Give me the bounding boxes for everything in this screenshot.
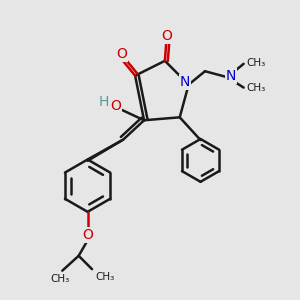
Text: O: O: [161, 29, 172, 43]
Text: N: N: [226, 69, 236, 83]
Text: N: N: [180, 75, 190, 88]
Text: CH₃: CH₃: [246, 83, 265, 93]
Text: O: O: [116, 47, 127, 61]
Text: O: O: [110, 99, 121, 113]
Text: CH₃: CH₃: [95, 272, 114, 282]
Text: O: O: [82, 228, 93, 242]
Text: H: H: [98, 95, 109, 110]
Text: CH₃: CH₃: [51, 274, 70, 284]
Text: CH₃: CH₃: [246, 58, 265, 68]
